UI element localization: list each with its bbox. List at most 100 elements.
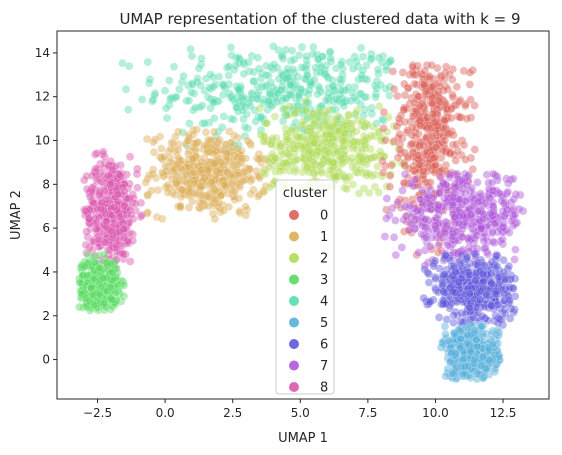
point-cluster-1 <box>196 165 206 175</box>
y-tick-label: 4 <box>42 265 50 279</box>
point-cluster-4 <box>187 88 196 97</box>
point-cluster-0 <box>379 107 389 117</box>
point-cluster-4 <box>348 64 358 73</box>
legend-title: cluster <box>283 186 328 201</box>
point-cluster-4 <box>287 46 297 56</box>
point-cluster-4 <box>289 102 299 111</box>
point-cluster-8 <box>126 210 136 220</box>
point-cluster-2 <box>282 135 292 144</box>
point-cluster-4 <box>291 80 301 89</box>
point-cluster-4 <box>309 42 318 52</box>
point-cluster-4 <box>239 60 249 69</box>
point-cluster-6 <box>510 274 520 284</box>
point-cluster-4 <box>377 58 387 67</box>
point-cluster-4 <box>145 74 155 84</box>
point-cluster-7 <box>407 220 417 229</box>
point-cluster-4 <box>261 70 271 80</box>
point-cluster-4 <box>277 96 286 106</box>
point-cluster-1 <box>205 137 214 146</box>
point-cluster-4 <box>288 122 298 132</box>
point-cluster-4 <box>264 97 274 106</box>
point-cluster-4 <box>273 89 282 99</box>
point-cluster-4 <box>339 98 349 107</box>
point-cluster-1 <box>141 178 150 187</box>
point-cluster-4 <box>171 92 181 102</box>
point-cluster-4 <box>385 91 394 100</box>
point-cluster-1 <box>194 161 204 170</box>
point-cluster-1 <box>161 182 170 192</box>
point-cluster-1 <box>149 137 158 147</box>
point-cluster-1 <box>218 179 228 188</box>
point-cluster-2 <box>285 166 295 176</box>
point-cluster-4 <box>218 90 228 100</box>
point-cluster-4 <box>221 83 230 93</box>
point-cluster-1 <box>222 157 231 166</box>
point-cluster-4 <box>286 80 295 89</box>
point-cluster-4 <box>124 61 134 71</box>
point-cluster-7 <box>488 169 498 179</box>
point-cluster-4 <box>262 80 272 90</box>
point-cluster-4 <box>261 61 271 71</box>
point-cluster-7 <box>450 189 459 198</box>
point-cluster-2 <box>292 155 302 164</box>
point-cluster-1 <box>164 147 173 156</box>
point-cluster-1 <box>235 208 245 218</box>
point-cluster-1 <box>171 171 181 180</box>
point-cluster-0 <box>435 97 445 107</box>
point-cluster-4 <box>281 94 291 104</box>
point-cluster-3 <box>108 267 117 277</box>
point-cluster-1 <box>228 148 238 157</box>
point-cluster-1 <box>212 140 222 149</box>
point-cluster-1 <box>233 133 243 142</box>
point-cluster-1 <box>144 170 154 180</box>
y-tick-label: 10 <box>35 134 50 148</box>
point-cluster-1 <box>196 185 205 194</box>
point-cluster-1 <box>186 168 196 178</box>
point-cluster-4 <box>316 87 326 97</box>
point-cluster-4 <box>168 94 178 103</box>
point-cluster-4 <box>376 80 386 90</box>
point-cluster-4 <box>249 67 259 77</box>
point-cluster-4 <box>338 86 348 95</box>
point-cluster-4 <box>243 124 253 133</box>
point-cluster-1 <box>190 139 199 148</box>
point-cluster-4 <box>315 111 325 121</box>
legend-marker-4 <box>289 296 299 306</box>
point-cluster-1 <box>208 178 217 188</box>
point-cluster-2 <box>301 105 311 115</box>
point-cluster-1 <box>232 178 242 188</box>
point-cluster-1 <box>218 164 228 173</box>
point-cluster-8 <box>87 171 97 180</box>
point-cluster-1 <box>171 177 181 186</box>
point-cluster-1 <box>228 173 238 183</box>
point-cluster-1 <box>234 194 244 203</box>
point-cluster-4 <box>313 54 323 64</box>
point-cluster-4 <box>287 90 296 99</box>
y-tick-label: 12 <box>35 90 50 104</box>
point-cluster-4 <box>205 118 214 127</box>
point-cluster-4 <box>214 127 223 136</box>
point-cluster-1 <box>205 158 214 167</box>
point-cluster-7 <box>450 179 460 189</box>
point-cluster-1 <box>254 149 264 159</box>
point-cluster-1 <box>205 162 214 172</box>
point-cluster-1 <box>198 201 207 211</box>
point-cluster-5 <box>485 355 494 365</box>
point-cluster-1 <box>194 167 204 176</box>
point-cluster-4 <box>335 113 345 123</box>
point-cluster-1 <box>203 142 212 152</box>
point-cluster-1 <box>237 146 246 156</box>
point-cluster-1 <box>198 198 207 208</box>
point-cluster-7 <box>405 201 415 210</box>
point-cluster-4 <box>329 82 339 91</box>
point-cluster-4 <box>289 55 299 64</box>
point-cluster-8 <box>97 177 107 187</box>
point-cluster-1 <box>174 140 183 149</box>
point-cluster-4 <box>177 77 187 87</box>
point-cluster-4 <box>252 94 262 103</box>
point-cluster-4 <box>273 45 283 55</box>
point-cluster-4 <box>266 62 276 72</box>
point-cluster-1 <box>149 148 159 157</box>
point-cluster-4 <box>264 71 273 80</box>
point-cluster-4 <box>226 92 235 102</box>
